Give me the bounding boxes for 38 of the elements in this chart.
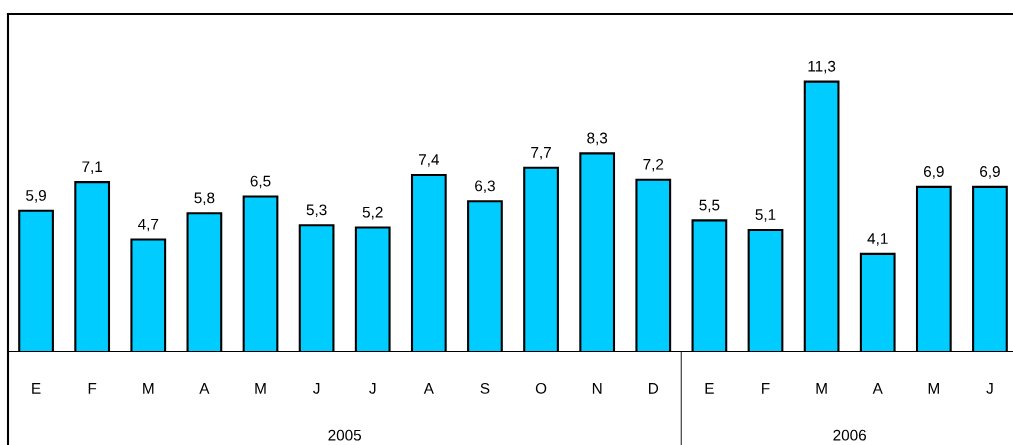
data-label: 5,1 <box>755 209 776 222</box>
data-label: 8,3 <box>587 132 608 146</box>
data-label: 5,2 <box>362 206 383 220</box>
x-tick-label: A <box>872 383 883 394</box>
x-tick-label: J <box>313 383 320 394</box>
x-tick-label: M <box>255 383 266 394</box>
data-label: 7,7 <box>531 147 551 160</box>
x-tick-label: F <box>762 383 770 394</box>
x-tick-label: A <box>423 383 434 394</box>
x-tick-label: J <box>369 383 376 394</box>
x-tick-label: F <box>88 383 97 394</box>
x-tick-label: D <box>649 383 659 394</box>
data-label: 6,9 <box>923 166 944 179</box>
x-tick-label: E <box>705 383 714 394</box>
text: 2006 <box>833 429 866 441</box>
data-label: 6,3 <box>475 180 495 194</box>
data-label: 6,5 <box>250 175 271 189</box>
x-tick-label: S <box>480 382 490 394</box>
x-tick-label: N <box>592 383 602 394</box>
data-label: 4,7 <box>138 218 159 232</box>
data-label: 7,1 <box>82 161 103 174</box>
data-label: 5,9 <box>26 190 46 203</box>
x-tick-label: E <box>32 383 41 394</box>
data-label: 11,3 <box>808 60 836 74</box>
data-label: 5,3 <box>306 204 327 218</box>
x-tick-label: M <box>143 383 154 394</box>
x-tick-label: M <box>816 383 827 394</box>
data-label: 7,4 <box>419 154 440 167</box>
data-label: 7,2 <box>643 158 664 172</box>
data-label: 5,5 <box>699 199 720 213</box>
data-label: 6,9 <box>980 166 1000 179</box>
x-tick-label: M <box>928 383 939 394</box>
x-tick-label: J <box>986 383 993 394</box>
text: 2005 <box>328 429 362 441</box>
x-tick-label: A <box>199 383 210 394</box>
data-label: 4,1 <box>867 233 888 246</box>
data-label: 5,8 <box>194 192 215 206</box>
x-tick-label: O <box>535 382 547 394</box>
